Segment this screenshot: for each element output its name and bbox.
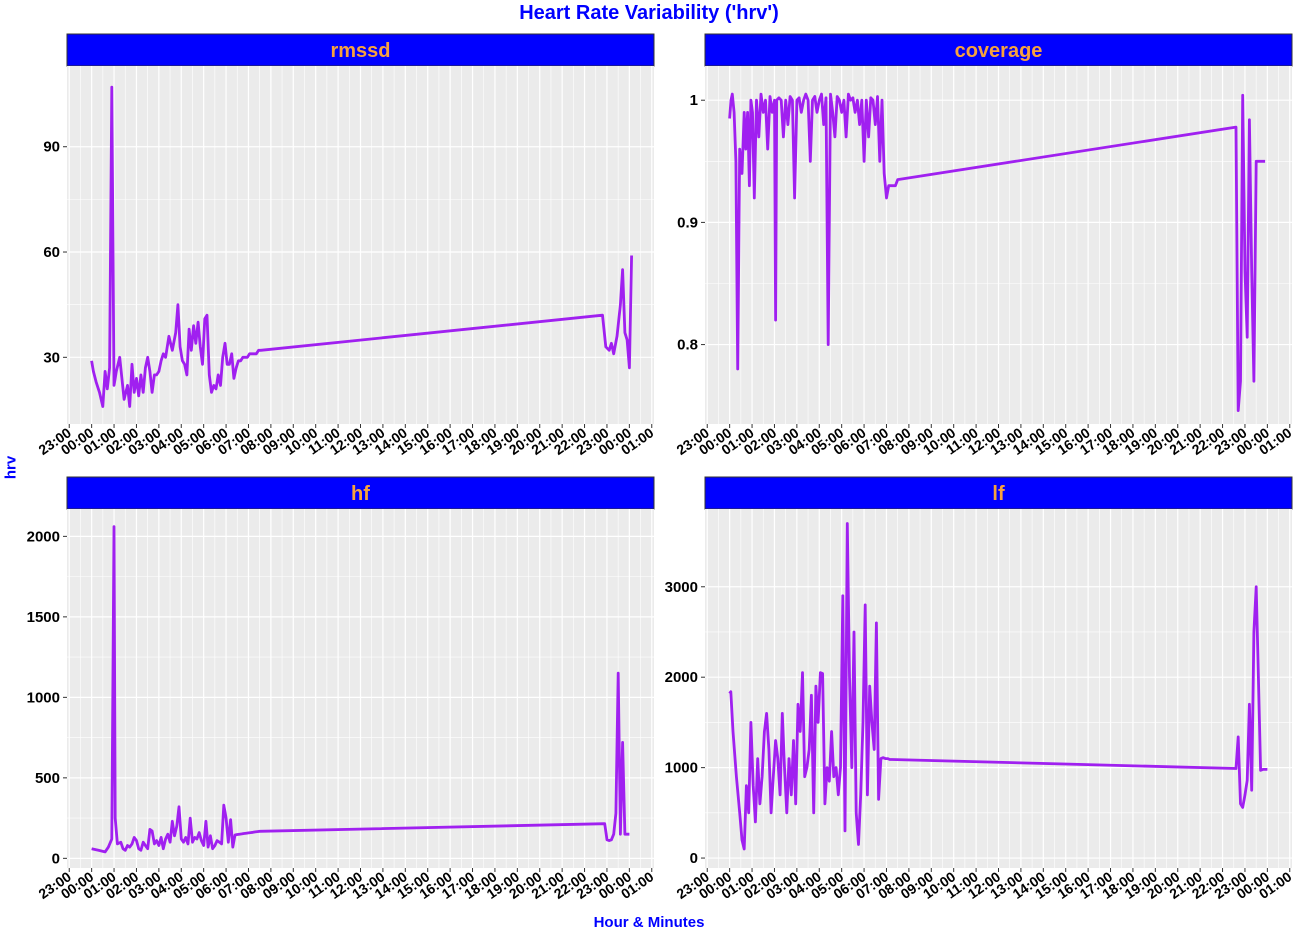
y-tick-label: 30 [43,349,60,366]
y-tick-label: 2000 [27,528,60,545]
y-tick-label: 1500 [27,609,60,626]
y-tick-label: 2000 [665,669,698,686]
y-tick-label: 1000 [27,689,60,706]
y-tick-label: 0.9 [677,214,698,231]
y-tick-label: 60 [43,244,60,261]
y-tick-label: 0 [52,850,60,867]
x-axis-label: Hour & Minutes [593,914,705,931]
y-tick-label: 3000 [665,579,698,596]
facet-strip [704,33,1293,67]
chart-title: Heart Rate Variability ('hrv') [519,2,779,24]
series-line-hf [91,525,630,854]
facet-strip [66,476,655,510]
y-tick-label: 0.8 [677,337,698,354]
y-tick-label: 500 [35,770,60,787]
series-line-rmssd [90,85,633,408]
facet-strip [704,476,1293,510]
facet-strip-label: lf [992,483,1005,505]
facet-strip-label: hf [351,483,370,505]
y-tick-label: 1000 [665,760,698,777]
series-line-lf [728,522,1268,851]
facet-strip [66,33,655,67]
y-tick-label: 90 [43,139,60,156]
y-tick-label: 1 [690,92,698,109]
facet-strip-label: rmssd [330,40,390,62]
series-line-coverage [728,92,1266,413]
facet-strip-label: coverage [955,40,1043,62]
y-tick-label: 0 [690,850,698,867]
